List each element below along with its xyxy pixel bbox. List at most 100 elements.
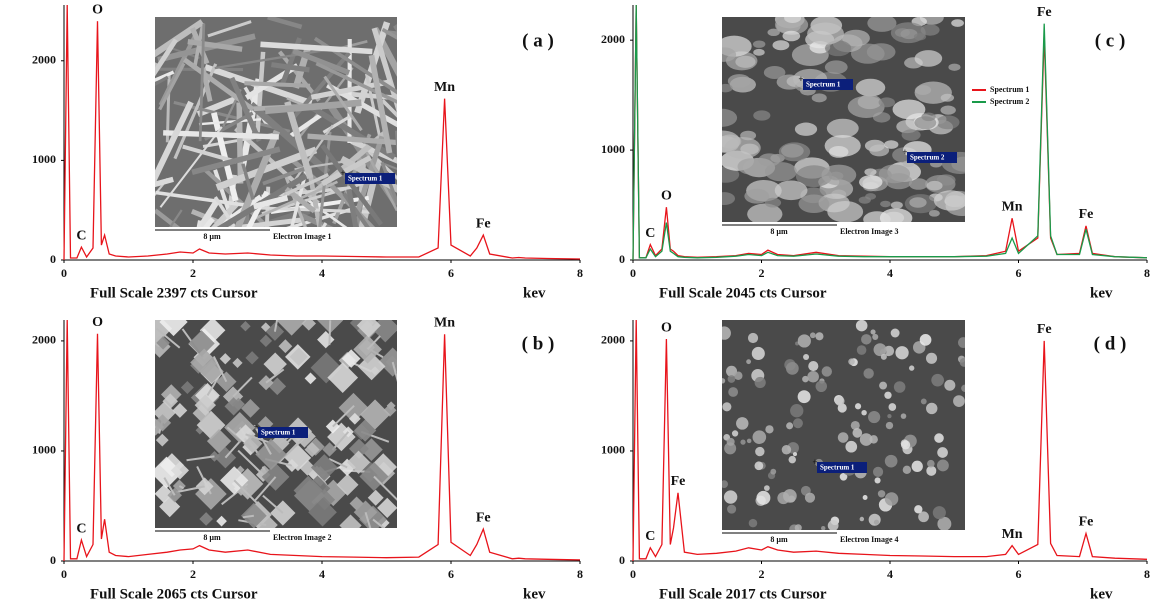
texture xyxy=(749,519,758,528)
texture xyxy=(920,334,932,346)
y-tick-label: 0 xyxy=(50,553,56,567)
x-tick-label: 8 xyxy=(1144,567,1150,581)
scale-bar-label: 8 µm xyxy=(203,232,221,241)
marker-label: Spectrum 1 xyxy=(820,464,855,472)
texture xyxy=(816,381,827,392)
peak-label: Fe xyxy=(1037,5,1052,20)
texture xyxy=(901,413,907,419)
x-tick-label: 6 xyxy=(1016,567,1022,581)
panel-label: ( d ) xyxy=(1094,333,1127,354)
texture xyxy=(858,95,882,109)
texture xyxy=(754,461,763,470)
texture xyxy=(860,517,864,521)
peak-label: Fe xyxy=(476,216,491,231)
texture xyxy=(864,168,876,175)
texture xyxy=(927,181,943,191)
panel-label: ( a ) xyxy=(522,30,554,51)
marker-label: Spectrum 2 xyxy=(910,154,945,162)
texture xyxy=(756,491,770,505)
marker-cross: + xyxy=(798,74,803,84)
inset-image xyxy=(130,302,407,542)
texture xyxy=(885,455,898,468)
texture xyxy=(856,79,885,97)
peak-label: Fe xyxy=(476,510,491,525)
texture xyxy=(937,447,948,458)
inset-image xyxy=(65,17,503,302)
texture xyxy=(740,440,745,445)
panel-label: ( c ) xyxy=(1095,30,1126,51)
texture xyxy=(835,396,845,406)
texture xyxy=(852,428,862,438)
texture xyxy=(891,329,900,338)
x-tick-label: 8 xyxy=(577,266,583,280)
texture xyxy=(921,399,927,405)
texture xyxy=(786,422,793,429)
texture xyxy=(770,469,776,475)
image-caption: Electron Image 4 xyxy=(840,535,899,544)
texture xyxy=(755,377,766,388)
texture xyxy=(884,392,891,399)
texture xyxy=(948,64,960,71)
texture xyxy=(727,438,735,446)
x-tick-label: 2 xyxy=(190,266,196,280)
texture xyxy=(815,332,823,340)
texture xyxy=(329,320,330,345)
texture xyxy=(872,334,878,340)
texture xyxy=(795,524,802,531)
x-tick-label: 6 xyxy=(1016,266,1022,280)
y-tick-label: 1000 xyxy=(32,443,56,457)
peak-label: Fe xyxy=(1079,207,1094,222)
texture xyxy=(732,430,738,436)
texture xyxy=(848,358,855,365)
texture xyxy=(914,505,922,513)
texture xyxy=(884,140,898,149)
texture xyxy=(767,29,779,36)
texture xyxy=(753,40,765,47)
scale-bar-label: 8 µm xyxy=(203,533,221,542)
peak-label: Mn xyxy=(1002,527,1023,542)
peak-label: Fe xyxy=(1037,322,1052,337)
texture xyxy=(736,417,748,429)
texture xyxy=(764,66,786,79)
texture xyxy=(798,390,811,403)
texture xyxy=(386,32,504,46)
texture xyxy=(712,47,736,62)
x-tick-label: 6 xyxy=(448,567,454,581)
figure: 8 µmElectron Image 1+Spectrum 1010002000… xyxy=(0,0,1150,606)
y-tick-label: 0 xyxy=(619,252,625,266)
texture xyxy=(865,193,876,200)
marker-label: Spectrum 1 xyxy=(806,81,841,89)
texture xyxy=(944,380,955,391)
texture xyxy=(755,447,764,456)
texture xyxy=(773,40,790,50)
texture xyxy=(933,506,946,519)
texture xyxy=(895,346,908,359)
texture xyxy=(396,33,413,58)
marker-cross: + xyxy=(902,147,907,157)
texture xyxy=(845,441,857,453)
panel-label: ( b ) xyxy=(522,333,555,354)
x-tick-label: 4 xyxy=(319,266,325,280)
texture xyxy=(810,332,816,338)
peak-label: Mn xyxy=(434,316,455,331)
texture xyxy=(779,142,810,161)
peak-label: C xyxy=(645,529,655,544)
texture xyxy=(960,358,969,367)
texture xyxy=(909,365,914,370)
texture xyxy=(861,410,866,415)
texture xyxy=(870,329,875,334)
y-tick-label: 2000 xyxy=(601,32,625,46)
texture xyxy=(931,374,944,387)
peak-label: C xyxy=(645,226,655,241)
texture xyxy=(790,404,803,417)
texture xyxy=(748,333,758,343)
y-tick-label: 2000 xyxy=(32,333,56,347)
texture xyxy=(162,219,212,283)
texture xyxy=(728,387,738,397)
image-caption: Electron Image 2 xyxy=(273,533,332,542)
texture xyxy=(244,83,310,86)
y-tick-label: 0 xyxy=(619,553,625,567)
peak-label: C xyxy=(76,228,86,243)
texture xyxy=(765,425,773,433)
texture xyxy=(764,485,770,491)
